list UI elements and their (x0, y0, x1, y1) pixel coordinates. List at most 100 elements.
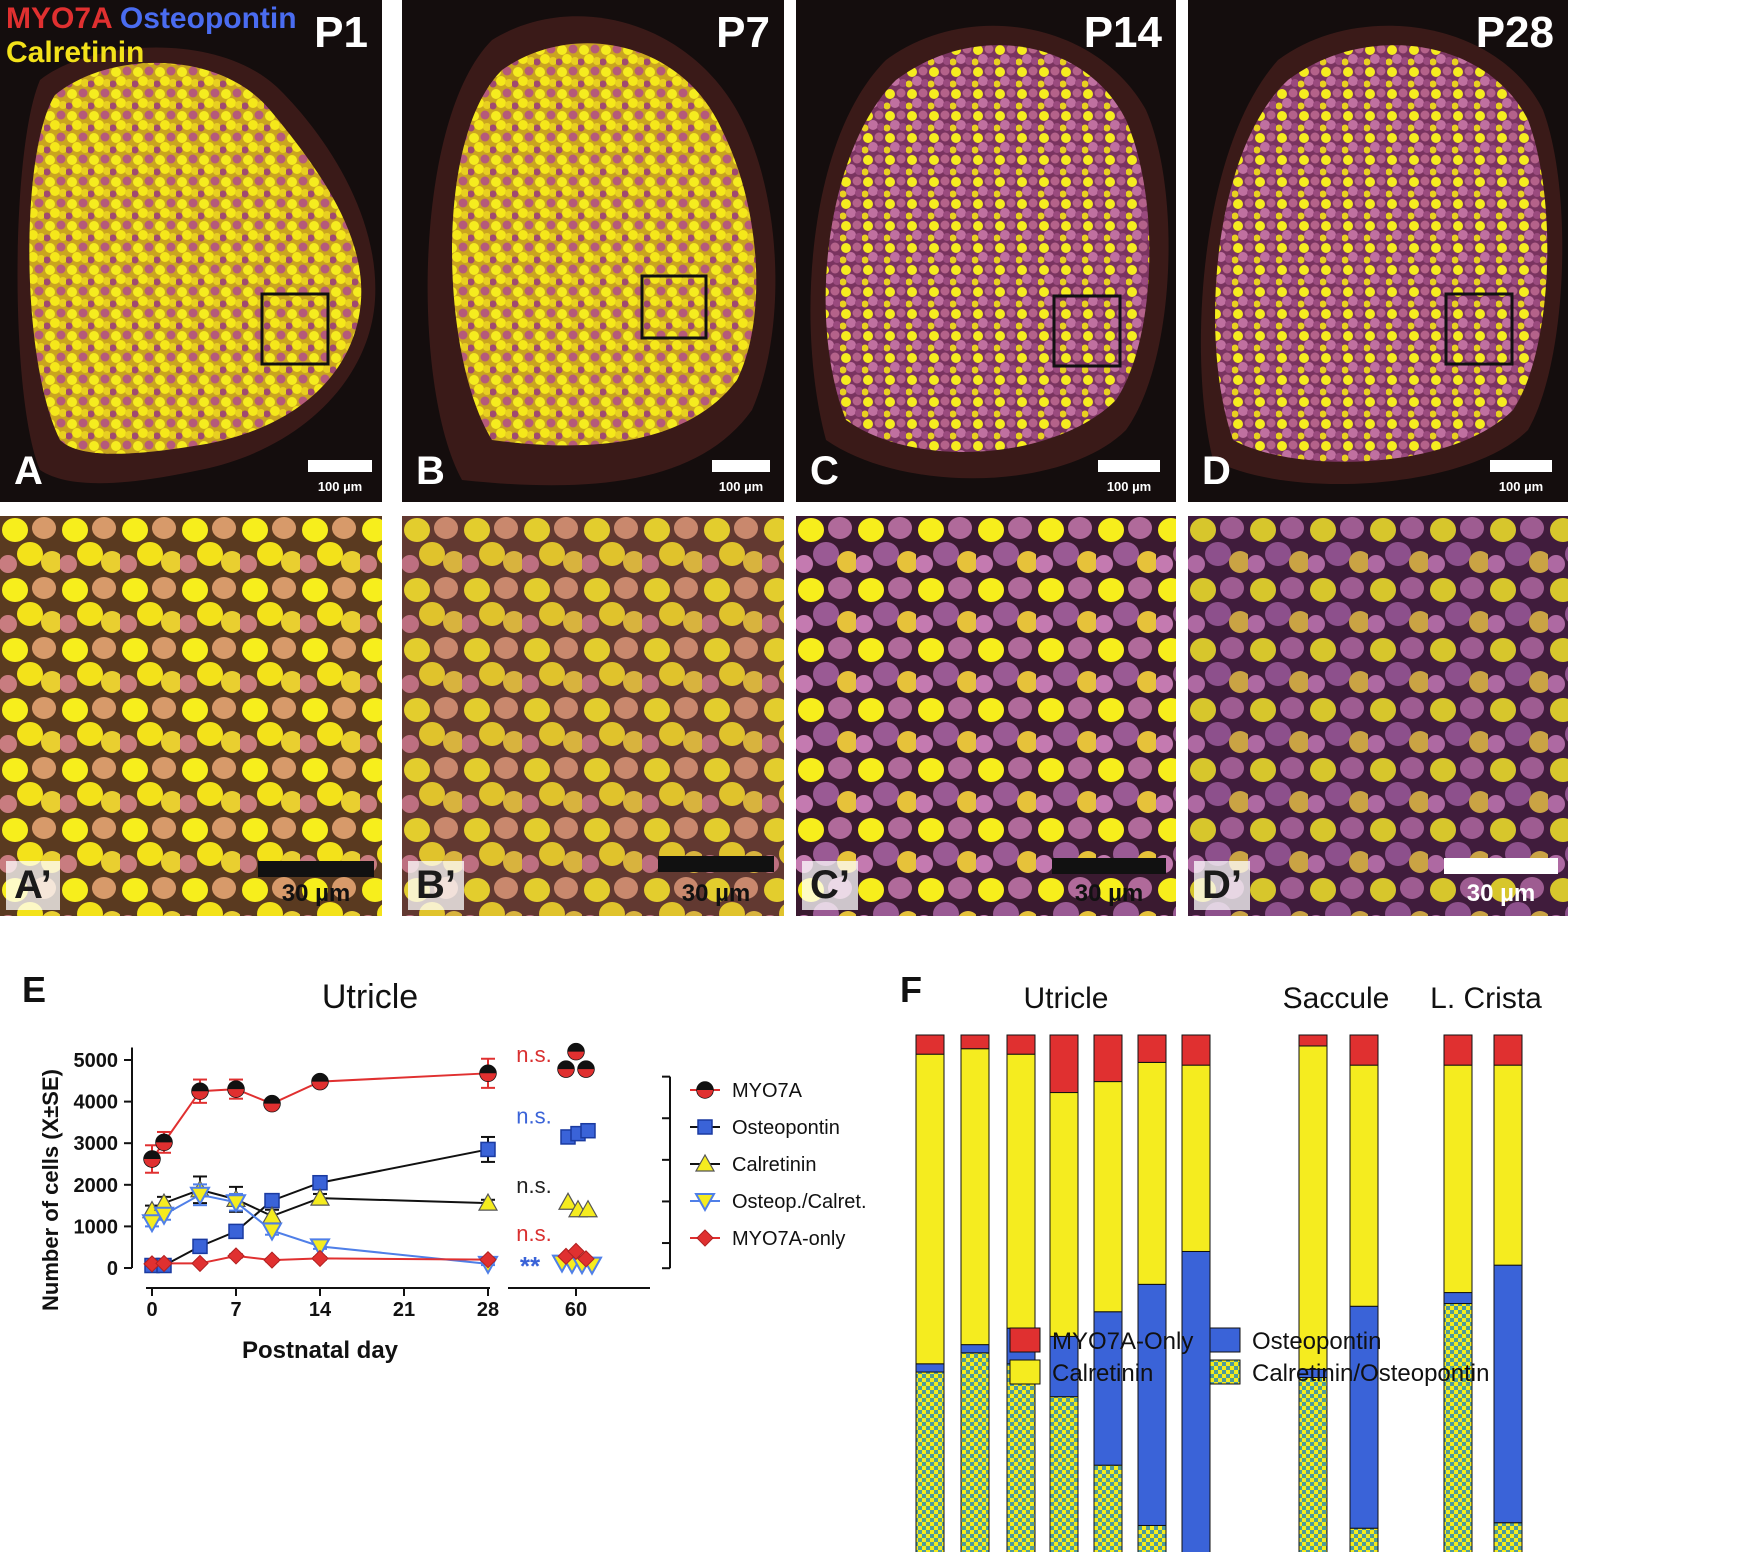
group-title: Saccule (1283, 982, 1390, 1015)
bar-segment-calretinin (1049, 1092, 1079, 1337)
legend-marker (694, 1193, 716, 1213)
legend-swatch (1209, 1327, 1241, 1353)
day60-point (580, 1122, 596, 1139)
bar-segment-myo7a-only (960, 1034, 990, 1050)
zoom-image-p14 (796, 516, 1176, 916)
legend-swatch (1009, 1327, 1041, 1353)
significance-label: n.s. (516, 1173, 551, 1198)
data-point-half (312, 1081, 328, 1090)
group-title: Utricle (1023, 982, 1108, 1015)
chart-e-utricle-line: E Utricle Number of cells (X±SE) Postnat… (22, 969, 867, 1364)
significance-label: n.s. (516, 1221, 551, 1246)
x-tick-label-day60: 60 (565, 1299, 587, 1321)
legend-swatch (1209, 1359, 1241, 1385)
panel-letter: D’ (1194, 861, 1250, 910)
bar-segment-calretinin-osteopontin (915, 1371, 945, 1552)
x-tick-label: 0 (146, 1299, 157, 1321)
y-axis-title: Number of cells (X±SE) (38, 1069, 63, 1311)
bar-segment-calretinin (1493, 1064, 1523, 1266)
bar-segment-osteopontin (915, 1363, 945, 1373)
bar-segment-calretinin (1181, 1064, 1211, 1252)
y-tick-label: 0 (107, 1258, 118, 1280)
panel-d: P28 D 100 µm (1188, 0, 1568, 502)
legend-label: Osteop./Calret. (732, 1191, 867, 1213)
scale-bar (258, 861, 374, 877)
bar-segment-calretinin-osteopontin (1443, 1303, 1473, 1552)
bar-segment-osteopontin (1137, 1283, 1167, 1526)
data-point (309, 1238, 331, 1258)
x-tick-label: 7 (230, 1299, 241, 1321)
bar-segment-myo7a-only (1349, 1034, 1379, 1066)
data-point (263, 1251, 281, 1269)
legend-marker (697, 1119, 713, 1135)
data-point-half (192, 1091, 208, 1100)
bar-segment-myo7a-only (1443, 1034, 1473, 1066)
bar-segment-calretinin (1137, 1061, 1167, 1285)
data-point (141, 1214, 163, 1234)
bar-segment-calretinin (1093, 1081, 1123, 1313)
panel-a: MYO7A Osteopontin Calretinin P1 A 100 µm (0, 0, 382, 502)
scale-bar-label: 100 µm (718, 479, 764, 494)
scale-bar-label: 30 µm (1466, 880, 1536, 907)
utricle-overview-image-p28 (1200, 25, 1563, 485)
x-tick-label: 14 (309, 1299, 332, 1321)
data-point-half (156, 1142, 172, 1151)
data-point (225, 1194, 247, 1214)
stage-label: P1 (314, 8, 368, 57)
panel-letter: C’ (802, 861, 858, 910)
legend-label: Osteopontin (732, 1117, 840, 1139)
scale-bar-label: 100 µm (1106, 479, 1152, 494)
panel-c-prime: C’ 30 µm (796, 516, 1176, 916)
bar-segment-myo7a-only (1298, 1034, 1328, 1047)
data-point-half (228, 1089, 244, 1098)
data-point (228, 1223, 244, 1240)
bar-segment-calretinin (1006, 1053, 1036, 1329)
data-point-half (144, 1159, 160, 1168)
x-tick-label: 21 (393, 1299, 415, 1321)
stain-legend: MYO7A Osteopontin Calretinin (6, 2, 297, 70)
data-point (479, 1250, 497, 1269)
y-tick-label: 2000 (74, 1175, 119, 1197)
panel-letter: A’ (6, 861, 60, 910)
legend-marker-half (697, 1090, 713, 1098)
bar-segment-calretinin (1298, 1045, 1328, 1370)
day60-point (577, 1199, 599, 1218)
bar-segment-calretinin (1443, 1064, 1473, 1294)
scale-bar (712, 460, 770, 472)
bar-segment-osteopontin (1181, 1250, 1211, 1552)
legend-swatch (1009, 1359, 1041, 1385)
legend-label: Calretinin (732, 1154, 816, 1176)
y-tick-label: 3000 (74, 1133, 119, 1155)
day60-point (577, 1250, 595, 1268)
stage-label: P14 (1083, 8, 1162, 57)
utricle-overview-image-p14 (810, 25, 1169, 479)
legend-marker (696, 1229, 714, 1247)
data-point-half (264, 1103, 280, 1112)
bar-segment-calretinin-osteopontin (1298, 1377, 1328, 1552)
panel-a-prime: A’ 30 µm (0, 516, 382, 916)
day60-point-half (568, 1051, 584, 1060)
y-tick-label: 5000 (74, 1050, 119, 1072)
bar-segment-calretinin-osteopontin (1049, 1396, 1079, 1552)
data-point (143, 1255, 161, 1273)
bar-segment-myo7a-only (1049, 1034, 1079, 1094)
data-point (189, 1186, 211, 1206)
scale-bar-label: 30 µm (281, 880, 351, 907)
utricle-overview-image-p1 (17, 47, 376, 484)
data-point (155, 1254, 173, 1273)
bar-segment-myo7a-only (1493, 1034, 1523, 1066)
bar-segment-calretinin-osteopontin (1137, 1524, 1167, 1552)
bar-segment-myo7a-only (1181, 1034, 1211, 1066)
legend-label: Osteopontin (1252, 1328, 1381, 1355)
data-point (261, 1222, 283, 1242)
panel-d-prime: D’ 30 µm (1188, 516, 1568, 916)
bar-segment-calretinin (1349, 1064, 1379, 1307)
day60-point-half (558, 1069, 574, 1078)
bar-segment-osteopontin (1349, 1305, 1379, 1529)
scale-bar-label: 30 µm (681, 880, 751, 907)
panel-b: P7 B 100 µm (402, 0, 784, 502)
x-tick-label: 28 (477, 1299, 499, 1321)
bar-segment-osteopontin (1443, 1292, 1473, 1305)
significance-label: ** (520, 1251, 541, 1281)
